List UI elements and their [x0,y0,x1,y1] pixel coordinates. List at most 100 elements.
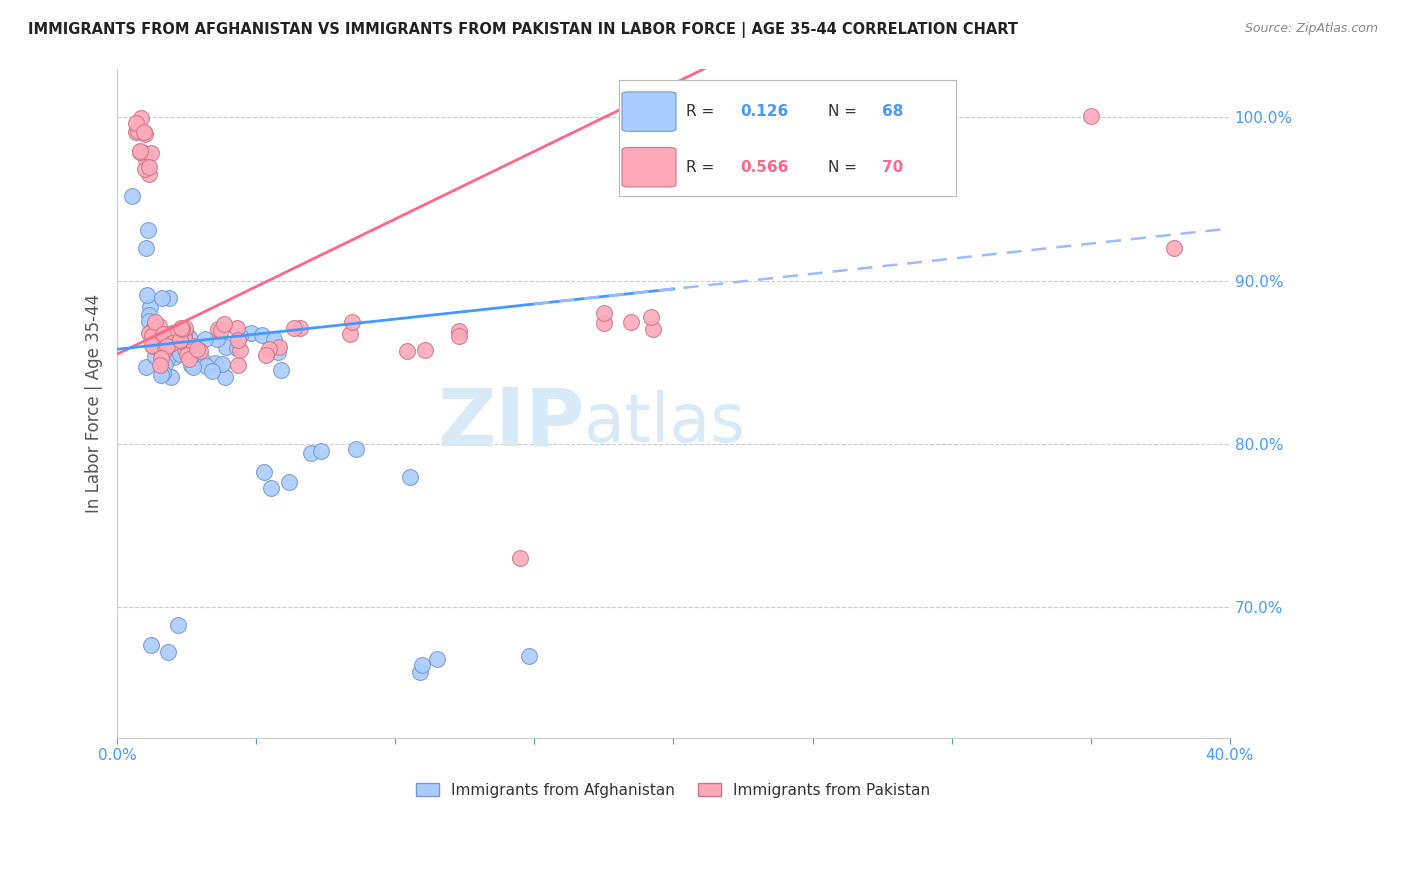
Point [152,367,174,381]
Point [270,362,292,376]
Point [150,360,173,375]
Text: R =: R = [686,160,714,175]
Point [129,111,152,125]
Point [138,168,160,182]
Point [447,325,470,339]
Point [180,359,202,373]
Point [134,145,156,160]
Point [309,443,332,458]
Point [174,324,197,338]
Point [344,442,367,456]
Text: Source: ZipAtlas.com: Source: ZipAtlas.com [1244,22,1378,36]
Point [141,338,163,352]
Point [201,364,224,378]
Point [143,336,166,351]
Point [169,347,191,361]
FancyBboxPatch shape [621,147,676,187]
Point [212,317,235,331]
Point [145,339,167,353]
Point [411,658,433,673]
Point [150,331,173,345]
Point [173,330,195,344]
Text: atlas: atlas [585,390,745,456]
Point [226,341,249,355]
Point [183,339,205,353]
Point [159,332,181,346]
Point [170,320,193,334]
Point [141,146,163,161]
Point [283,320,305,334]
Text: 0.126: 0.126 [740,104,789,120]
Point [174,321,197,335]
Point [159,370,181,384]
Point [136,222,159,236]
Point [426,652,449,666]
Point [139,638,162,652]
Point [205,332,228,346]
Point [263,332,285,346]
Point [135,241,157,255]
Point [155,358,177,372]
Point [250,327,273,342]
Point [155,335,177,350]
Point [129,145,152,159]
Point [640,310,662,325]
Point [278,475,301,489]
Point [186,342,208,356]
FancyBboxPatch shape [621,92,676,131]
Point [409,665,432,680]
Text: N =: N = [828,104,856,120]
Point [129,145,152,159]
Point [226,333,249,347]
Point [138,326,160,340]
Point [149,358,172,372]
Point [149,351,172,365]
Point [125,116,148,130]
Point [267,345,290,359]
Point [288,320,311,334]
Point [170,334,193,348]
Point [143,349,166,363]
Point [167,335,190,350]
Point [121,189,143,203]
Point [195,359,218,374]
Point [517,648,540,663]
Point [593,306,616,320]
Point [124,125,146,139]
Point [209,323,232,337]
Text: ZIP: ZIP [437,384,585,462]
Point [399,470,422,484]
Point [155,339,177,353]
Point [415,343,437,357]
Point [194,332,217,346]
Text: 70: 70 [882,160,903,175]
Point [176,348,198,362]
Point [152,344,174,359]
Point [207,322,229,336]
Point [152,327,174,342]
Point [135,288,157,302]
Point [150,368,173,382]
Point [1163,241,1185,255]
Point [228,343,250,358]
Legend: Immigrants from Afghanistan, Immigrants from Pakistan: Immigrants from Afghanistan, Immigrants … [411,776,936,804]
Point [156,339,179,353]
Point [215,341,238,355]
Point [509,551,531,566]
Point [138,308,160,322]
Point [253,465,276,479]
Point [167,342,190,356]
Point [150,346,173,360]
Point [592,316,614,330]
Point [134,162,156,177]
Text: IMMIGRANTS FROM AFGHANISTAN VS IMMIGRANTS FROM PAKISTAN IN LABOR FORCE | AGE 35-: IMMIGRANTS FROM AFGHANISTAN VS IMMIGRANT… [28,22,1018,38]
Point [204,356,226,370]
Point [138,161,160,175]
Point [190,351,212,365]
Point [167,618,190,632]
Point [143,315,166,329]
Point [267,340,290,354]
Point [134,125,156,139]
Point [299,446,322,460]
Y-axis label: In Labor Force | Age 35-44: In Labor Force | Age 35-44 [86,293,103,513]
